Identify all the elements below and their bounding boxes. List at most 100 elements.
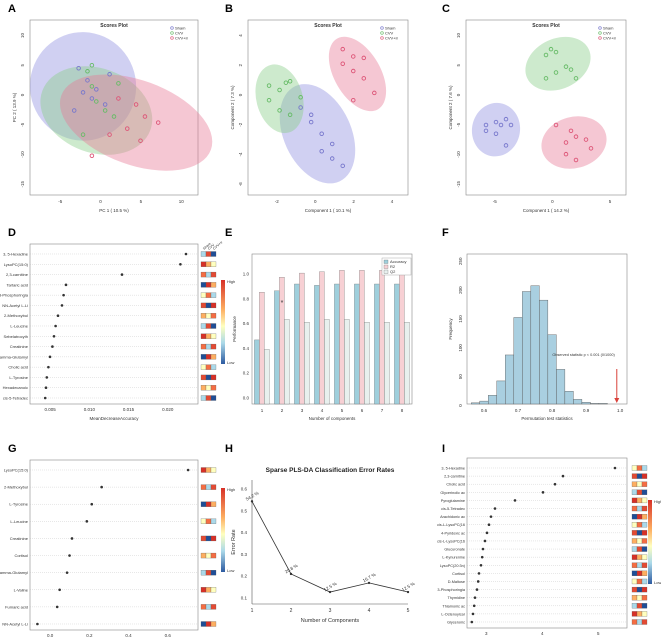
y-tick-label: 100 xyxy=(458,344,463,352)
y-tick-label: 0 xyxy=(238,93,243,96)
score-point xyxy=(563,64,569,69)
heat-cell xyxy=(210,552,217,559)
x-tick-label: 5 xyxy=(341,408,344,413)
feature-dot xyxy=(60,304,64,307)
x-tick-label: 0.020 xyxy=(162,407,174,412)
feature-label: 4-Pyridoxic ac xyxy=(441,531,465,535)
heat-cell xyxy=(636,473,643,479)
plot-frame-i xyxy=(466,457,628,629)
heat-cell xyxy=(200,621,207,627)
heat-cell xyxy=(641,505,648,512)
feature-label: L-Tyrosine xyxy=(9,375,28,380)
feature-label: cis-5-Tetradec xyxy=(3,396,28,401)
heat-cell xyxy=(200,604,207,610)
heat-cell xyxy=(200,313,207,319)
bar-r2 xyxy=(319,271,325,405)
y-tick-label: -5 xyxy=(20,122,25,126)
feature-label: Hexadecanoic xyxy=(3,385,28,390)
score-point xyxy=(319,148,324,154)
score-point xyxy=(85,69,90,74)
y-tick-label: 0.3 xyxy=(241,552,248,557)
heat-cell xyxy=(205,385,212,391)
heat-cell xyxy=(631,554,638,560)
y-tick-label: 10 xyxy=(20,33,25,39)
heat-cell xyxy=(641,489,648,495)
score-point xyxy=(116,96,121,101)
heat-cell xyxy=(200,570,207,576)
score-point xyxy=(351,54,356,59)
heat-cell xyxy=(631,465,638,471)
feature-dot xyxy=(485,531,489,535)
feature-dot xyxy=(477,572,481,575)
heat-cell xyxy=(631,578,638,585)
feature-dot xyxy=(55,605,59,609)
panel-letter-a: A xyxy=(8,3,16,15)
heat-cell xyxy=(210,251,217,257)
feature-dot xyxy=(470,620,474,624)
x-tick-label: 0 xyxy=(99,199,102,204)
feature-label: Creatinine xyxy=(10,536,29,541)
bar-q2 xyxy=(404,322,410,405)
legend-marker xyxy=(380,31,384,35)
y-tick-label: 2 xyxy=(238,64,243,67)
heat-cell xyxy=(636,522,643,528)
score-point xyxy=(125,126,130,131)
x-tick-label: -2 xyxy=(275,199,279,204)
group-label: Sham xyxy=(202,242,212,251)
bar-r2 xyxy=(299,272,305,405)
heat-cell xyxy=(631,473,638,479)
x-tick-label: 3 xyxy=(485,631,488,636)
legend-label: CVV xyxy=(603,31,612,36)
heat-cell xyxy=(641,562,648,568)
observed-arrow-head xyxy=(614,398,620,403)
bar-r2 xyxy=(279,277,285,405)
score-point xyxy=(80,90,86,95)
heat-cell xyxy=(205,333,212,339)
plot-title-h: Sparse PLS-DA Classification Error Rates xyxy=(266,467,395,474)
heat-cell xyxy=(631,489,638,495)
score-point xyxy=(340,163,345,169)
feature-dot xyxy=(471,612,475,616)
x-tick-label: 10 xyxy=(179,199,185,204)
x-tick-label: 0.6 xyxy=(165,633,172,638)
score-point xyxy=(573,76,579,81)
bar-accuracy xyxy=(354,283,360,405)
feature-dot xyxy=(43,396,47,400)
score-point xyxy=(89,84,95,89)
legend-marker xyxy=(598,36,602,40)
score-point xyxy=(329,141,335,147)
heat-cell xyxy=(200,374,207,381)
heat-cell xyxy=(210,604,217,610)
feature-dot xyxy=(179,262,182,266)
heat-cell xyxy=(200,484,207,490)
x-tick-label: 7 xyxy=(381,408,384,413)
feature-label: Thiamonic ac xyxy=(442,604,465,608)
histogram-bar xyxy=(590,403,600,405)
feature-label: 3-Phosphoringia xyxy=(437,588,466,592)
heat-cell xyxy=(641,514,648,520)
x-tick-label: 1 xyxy=(251,608,254,614)
score-point xyxy=(548,46,554,52)
y-tick-label: -10 xyxy=(456,151,461,158)
bar-r2 xyxy=(259,292,265,405)
y-tick-label: 150 xyxy=(458,315,463,323)
group-label: CVV xyxy=(207,243,216,251)
heat-cell xyxy=(631,505,638,512)
heat-cell xyxy=(210,385,217,391)
plot-frame-d xyxy=(29,243,199,405)
feature-dot xyxy=(90,502,94,506)
y-axis-label: PC 2 ( 13.9 %) xyxy=(12,92,17,122)
heat-cell xyxy=(636,530,643,536)
heat-cell xyxy=(205,343,212,350)
feature-dot xyxy=(52,334,56,338)
heat-cell xyxy=(205,364,212,370)
heat-cell xyxy=(210,282,217,288)
score-point xyxy=(483,122,489,128)
x-tick-label: 5 xyxy=(407,608,410,614)
feature-dot xyxy=(36,622,39,626)
score-point xyxy=(298,95,303,100)
heat-cell xyxy=(200,552,207,559)
best-component-marker: * xyxy=(281,300,284,307)
bar-accuracy xyxy=(394,283,400,405)
y-tick-label: -4 xyxy=(238,152,243,156)
